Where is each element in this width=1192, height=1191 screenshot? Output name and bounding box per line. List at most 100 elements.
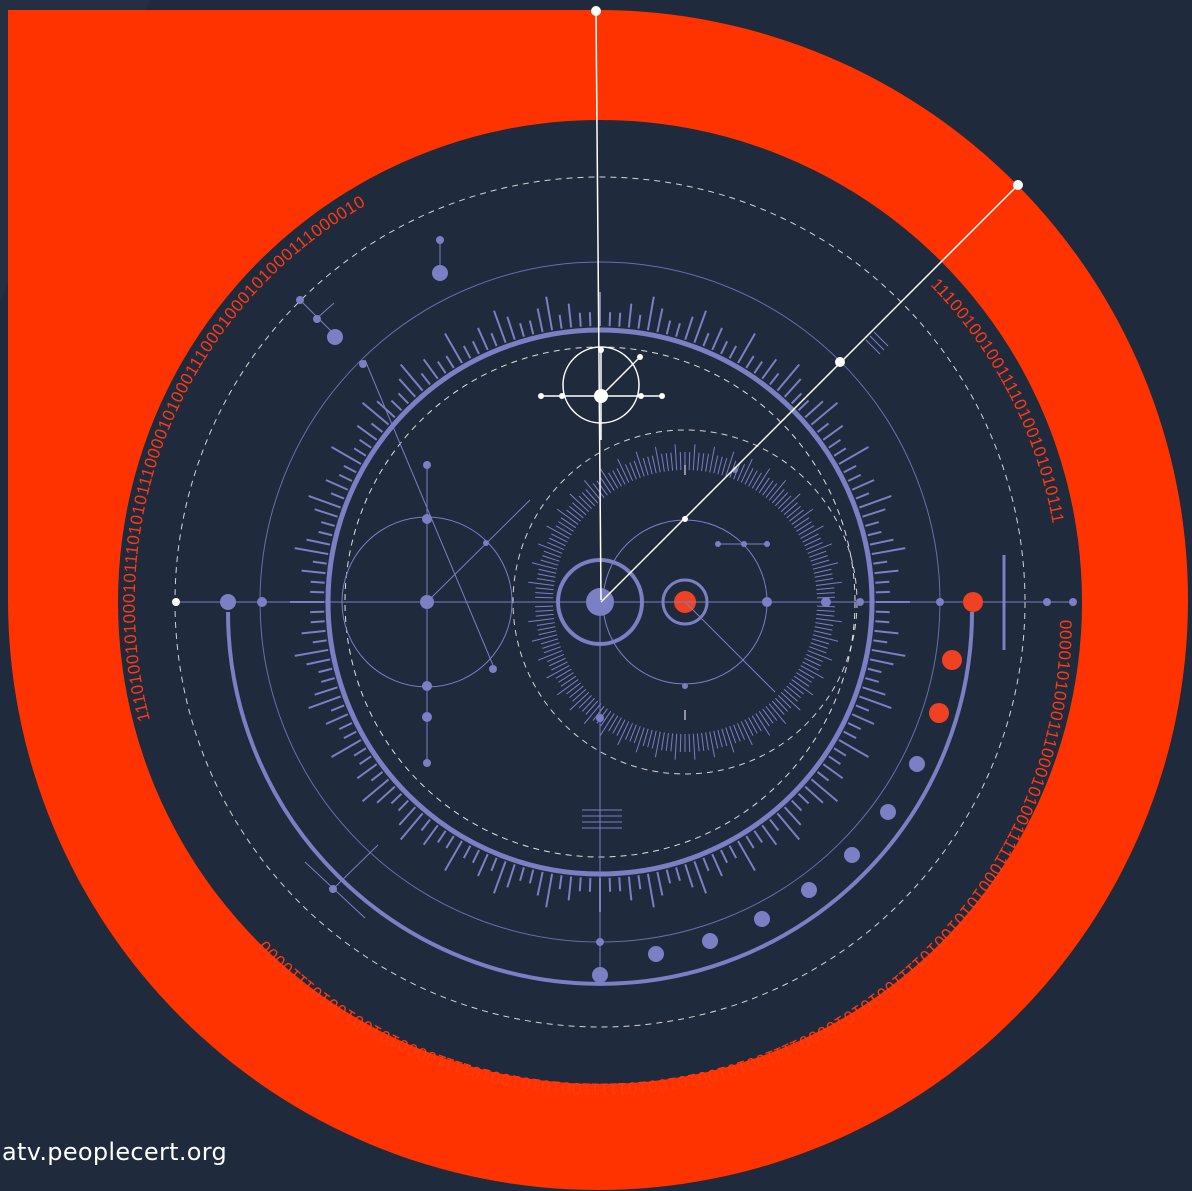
tick-mark [804,657,821,667]
tick-mark [777,495,792,510]
tick-mark [555,525,572,536]
tick-mark [814,626,833,631]
center-gear-ticks [527,444,843,760]
tick-mark [777,694,792,709]
tick-mark [536,578,555,582]
tick-mark [696,452,700,471]
tick-mark [665,869,672,884]
tick-mark [809,550,827,558]
tick-mark [294,547,329,556]
tick-mark [542,555,560,562]
tick-mark [748,470,758,487]
tick-mark [506,864,516,888]
tick-mark [647,729,653,748]
tick-mark [301,629,326,635]
tick-mark [701,453,705,472]
tick-mark [642,457,649,476]
tick-mark [608,715,619,732]
tick-mark [859,695,892,709]
tick-mark [569,493,590,513]
tick-mark [558,875,563,890]
tick-mark [359,755,372,765]
tick-mark [536,622,555,626]
tick-mark [437,361,447,374]
tick-mark [359,439,372,449]
tick-mark [812,562,839,570]
tick-mark [493,310,507,343]
tick-mark [859,495,892,509]
tick-mark [740,721,753,746]
tick-mark [493,861,507,894]
tick-mark [720,849,729,864]
tick-mark [390,399,403,411]
tick-mark [661,453,665,472]
tick-mark [755,713,771,736]
tick-mark [765,705,778,721]
tick-mark [737,840,756,871]
bottom-arc [226,611,974,986]
tick-mark [810,778,839,803]
tick-mark [617,721,630,746]
tick-mark [725,727,735,753]
tick-mark [528,869,535,884]
tick-mark [811,638,830,645]
tick-mark [828,439,841,449]
tick-mark [471,849,480,864]
tick-mark [816,613,835,617]
tick-mark [725,451,735,477]
tick-mark [728,845,738,859]
tick-mark [399,812,424,841]
tick-mark [330,492,345,500]
tick-mark [670,733,674,752]
tick-mark [791,392,803,405]
tick-mark [783,378,802,398]
tick-mark [549,537,566,547]
tick-mark [616,468,626,485]
tick-mark [711,327,723,351]
tick-mark [702,857,710,872]
tick-mark [688,452,691,471]
tick-mark [665,453,669,472]
tick-mark [542,642,560,649]
tick-mark [717,456,723,475]
tick-mark [361,778,390,803]
tick-mark [847,473,862,482]
tick-mark [802,661,819,671]
tick-mark [558,672,574,683]
tick-mark [702,332,710,347]
tick-mark [353,447,367,457]
tick-mark [312,560,327,565]
tick-mark [343,464,357,474]
tick-mark [768,479,787,501]
tick-mark [816,771,830,782]
orange-ring [8,10,1188,1190]
footer-url[interactable]: atv.peoplecert.org [2,1138,228,1166]
tick-mark [654,446,661,473]
tick-mark [572,502,587,516]
tick-mark [318,530,333,537]
tick-mark [637,314,642,329]
tick-mark [560,675,577,687]
tick-mark [569,506,584,519]
tick-mark [390,793,403,805]
tick-mark [537,650,563,661]
tick-mark [674,733,678,760]
tick-mark [758,477,770,494]
tick-mark [869,658,894,666]
tick-mark [549,657,566,667]
tick-mark [847,722,862,731]
tick-mark [397,799,409,812]
tick-mark [674,444,678,471]
tick-mark [556,679,579,696]
tick-mark [862,686,886,696]
tick-mark [656,308,664,333]
tick-mark [398,378,417,398]
tick-mark [721,728,728,747]
tick-mark [762,708,774,724]
tick-mark [869,538,894,546]
tick-mark [572,688,587,702]
tick-mark [705,732,709,751]
tick-mark [798,668,815,679]
tick-mark [538,630,557,636]
tick-mark [308,695,341,709]
